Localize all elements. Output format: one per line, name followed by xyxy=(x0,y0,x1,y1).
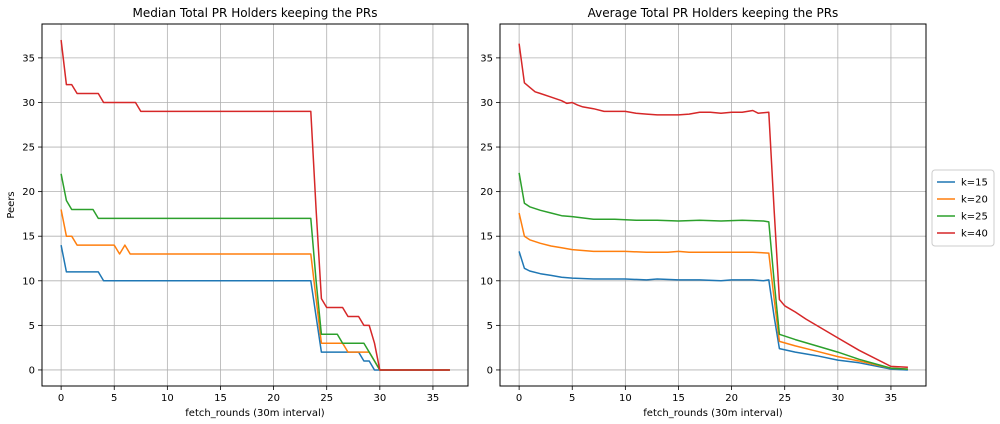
average-ytick-label-25: 25 xyxy=(480,143,493,154)
legend-box xyxy=(931,169,995,247)
legend-label-k40: k=40 xyxy=(961,229,988,240)
median-ytick-label-15: 15 xyxy=(22,232,35,243)
median-xtick-label-35: 35 xyxy=(427,393,440,404)
legend-item-k25: k=25 xyxy=(937,212,988,223)
median-xtick-label-20: 20 xyxy=(267,393,280,404)
average-series-k15 xyxy=(518,251,908,371)
average-ytick-label-0: 0 xyxy=(487,365,493,376)
median-chart-title: Median Total PR Holders keeping the PRs xyxy=(133,6,378,20)
median-ytick-label-25: 25 xyxy=(22,143,35,154)
median-x-ticks: 0 5 10 15 20 25 30 35 xyxy=(58,386,439,404)
median-axes-frame xyxy=(41,23,469,387)
median-xtick-label-25: 25 xyxy=(320,393,333,404)
median-xtick-label-0: 0 xyxy=(58,393,64,404)
legend-item-k15: k=15 xyxy=(937,178,988,189)
average-ytick-label-20: 20 xyxy=(480,187,493,198)
median-xtick-label-15: 15 xyxy=(214,393,227,404)
average-chart-panel: 0 5 10 15 20 25 30 35 0 5 10 15 20 25 30 35 Average To… xyxy=(480,6,927,419)
average-xtick-label-5: 5 xyxy=(569,393,575,404)
average-xtick-label-20: 20 xyxy=(725,393,738,404)
average-axes-frame xyxy=(499,23,927,387)
average-xtick-label-0: 0 xyxy=(516,393,522,404)
average-ytick-label-30: 30 xyxy=(480,98,493,109)
median-series-k15 xyxy=(60,244,450,371)
median-ytick-label-30: 30 xyxy=(22,98,35,109)
median-ytick-label-5: 5 xyxy=(29,321,35,332)
median-xtick-label-10: 10 xyxy=(161,393,174,404)
average-series xyxy=(518,43,908,371)
median-ytick-label-35: 35 xyxy=(22,53,35,64)
average-ytick-label-10: 10 xyxy=(480,276,493,287)
median-x-axis-label: fetch_rounds (30m interval) xyxy=(185,408,325,419)
average-ytick-label-15: 15 xyxy=(480,232,493,243)
average-series-k20 xyxy=(518,212,908,370)
median-series-k40 xyxy=(60,39,450,371)
median-series-k25 xyxy=(60,173,450,371)
median-y-axis-label: Peers xyxy=(6,191,17,218)
average-xtick-label-25: 25 xyxy=(778,393,791,404)
legend: k=15 k=20 k=25 k=40 xyxy=(931,169,995,247)
median-xtick-label-5: 5 xyxy=(111,393,117,404)
average-xtick-label-35: 35 xyxy=(885,393,898,404)
average-y-ticks: 0 5 10 15 20 25 30 35 xyxy=(480,53,500,376)
average-series-k25 xyxy=(518,172,908,370)
median-y-ticks: 0 5 10 15 20 25 30 35 xyxy=(22,53,42,376)
median-chart-panel: 0 5 10 15 20 25 30 35 0 5 10 15 20 25 30 35 Median Tot… xyxy=(6,6,469,419)
average-x-ticks: 0 5 10 15 20 25 30 35 xyxy=(516,386,897,404)
legend-label-k20: k=20 xyxy=(961,195,988,206)
average-series-k40 xyxy=(518,43,908,369)
median-series xyxy=(60,39,450,371)
average-x-axis-label: fetch_rounds (30m interval) xyxy=(643,408,783,419)
median-ytick-label-20: 20 xyxy=(22,187,35,198)
median-xtick-label-30: 30 xyxy=(373,393,386,404)
median-ytick-label-0: 0 xyxy=(29,365,35,376)
legend-item-k20: k=20 xyxy=(937,195,988,206)
legend-label-k15: k=15 xyxy=(961,178,988,189)
average-xtick-label-30: 30 xyxy=(831,393,844,404)
average-grid xyxy=(500,24,926,386)
average-xtick-label-10: 10 xyxy=(619,393,632,404)
average-ytick-label-35: 35 xyxy=(480,53,493,64)
legend-item-k40: k=40 xyxy=(937,229,988,240)
average-chart-title: Average Total PR Holders keeping the PRs xyxy=(588,6,839,20)
median-ytick-label-10: 10 xyxy=(22,276,35,287)
average-ytick-label-5: 5 xyxy=(487,321,493,332)
average-xtick-label-15: 15 xyxy=(672,393,685,404)
legend-label-k25: k=25 xyxy=(961,212,988,223)
